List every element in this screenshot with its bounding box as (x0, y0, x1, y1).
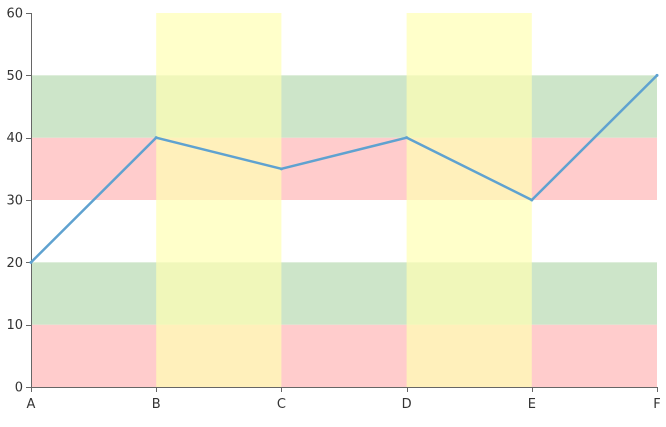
horizontal-band-2 (31, 262, 657, 325)
x-tick-label-B: B (152, 397, 161, 412)
data-point-F (655, 73, 659, 77)
x-tick-labels: A B C D E F (27, 397, 661, 412)
y-tick-label-20: 20 (6, 256, 23, 271)
y-tick-label-60: 60 (6, 7, 23, 22)
y-tick-label-10: 10 (6, 318, 23, 333)
horizontal-band-4 (31, 75, 657, 138)
y-tick-label-30: 30 (6, 194, 23, 209)
y-tick-labels: 0 10 20 30 40 50 60 (6, 7, 23, 396)
series-group (29, 73, 659, 264)
data-point-D (405, 136, 409, 140)
series-line-1 (29, 74, 659, 264)
horizontal-band-3 (31, 137, 657, 200)
horizontal-band-1 (31, 324, 657, 387)
axes (26, 13, 658, 392)
x-tick-label-E: E (528, 397, 536, 412)
vertical-band-2 (406, 13, 532, 387)
vertical-band-1 (156, 13, 282, 387)
vertical-bands (156, 13, 532, 387)
data-point-A (29, 260, 33, 264)
horizontal-bands (31, 75, 657, 387)
data-point-E (530, 198, 534, 202)
data-point-C (279, 167, 283, 171)
x-tick-label-F: F (653, 397, 660, 412)
data-point-B (154, 136, 158, 140)
y-tick-label-0: 0 (15, 381, 23, 396)
x-tick-label-C: C (277, 397, 286, 412)
x-tick-label-A: A (27, 397, 36, 412)
y-tick-label-40: 40 (6, 131, 23, 146)
y-tick-label-50: 50 (6, 69, 23, 84)
x-tick-label-D: D (402, 397, 412, 412)
